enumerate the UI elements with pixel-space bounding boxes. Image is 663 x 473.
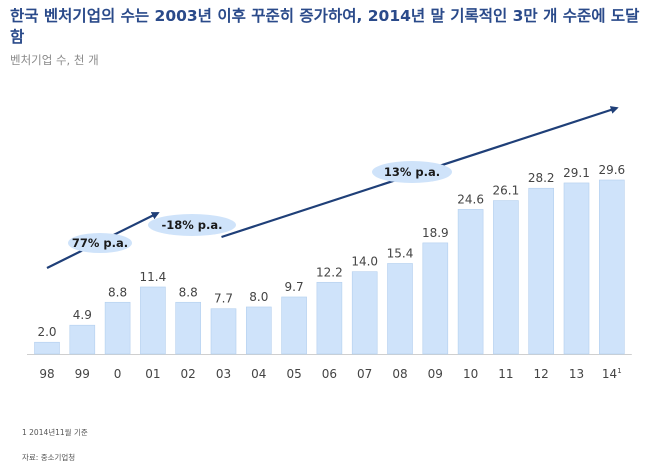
x-tick-02: 02 xyxy=(181,367,196,381)
x-tick-08: 08 xyxy=(392,367,407,381)
data-label-10: 24.6 xyxy=(457,192,484,206)
data-label-98: 2.0 xyxy=(37,325,56,339)
x-tick-0: 0 xyxy=(114,367,122,381)
bar-98 xyxy=(34,341,60,355)
bar-08 xyxy=(387,263,413,355)
x-tick-04: 04 xyxy=(251,367,266,381)
x-tick-01: 01 xyxy=(145,367,160,381)
bar-04 xyxy=(246,306,272,355)
bar-03 xyxy=(210,308,237,355)
data-label-05: 9.7 xyxy=(285,280,304,294)
data-label-13: 29.1 xyxy=(563,166,590,180)
growth-badge-3 xyxy=(372,161,452,183)
bar-09 xyxy=(422,242,449,355)
bar-02 xyxy=(175,301,201,355)
chart-title: 한국 벤처기업의 수는 2003년 이후 꾸준히 증가하여, 2014년 말 기… xyxy=(10,7,640,46)
growth-rate-label-1: 77% p.a. xyxy=(72,236,128,250)
data-label-09: 18.9 xyxy=(422,226,449,240)
x-tick-99: 99 xyxy=(75,367,90,381)
bar-99 xyxy=(69,324,96,355)
bar-06 xyxy=(316,281,343,355)
bar-11 xyxy=(493,200,519,355)
data-label-03: 7.7 xyxy=(214,292,233,306)
x-tick-superscript: 1 xyxy=(617,367,621,375)
x-tick-07: 07 xyxy=(357,367,372,381)
bar-07 xyxy=(351,271,378,355)
bar-10 xyxy=(457,209,484,355)
bar-05 xyxy=(281,296,307,355)
x-tick-03: 03 xyxy=(216,367,231,381)
x-tick-14: 141 xyxy=(602,367,622,381)
growth-badge-2 xyxy=(148,214,236,236)
data-label-01: 11.4 xyxy=(140,270,167,284)
x-tick-12: 12 xyxy=(534,367,549,381)
chart-subtitle: 벤처기업 수, 천 개 xyxy=(10,53,99,67)
data-label-14: 29.6 xyxy=(598,163,625,177)
x-tick-09: 09 xyxy=(428,367,443,381)
x-tick-11: 11 xyxy=(498,367,513,381)
bar-0 xyxy=(104,301,131,355)
bar-01 xyxy=(140,286,166,355)
growth-badge-1 xyxy=(68,233,132,253)
data-label-07: 14.0 xyxy=(351,255,378,269)
x-tick-13: 13 xyxy=(569,367,584,381)
footnote: 1 2014년11월 기준 xyxy=(22,428,88,437)
data-label-04: 8.0 xyxy=(249,290,268,304)
bar-13 xyxy=(563,182,590,355)
data-label-99: 4.9 xyxy=(73,308,92,322)
data-label-0: 8.8 xyxy=(108,285,127,299)
x-tick-10: 10 xyxy=(463,367,478,381)
growth-rate-label-2: -18% p.a. xyxy=(161,218,222,232)
bar-14 xyxy=(598,179,625,355)
source-note: 자료: 중소기업청 xyxy=(22,453,76,462)
data-label-08: 15.4 xyxy=(387,246,414,260)
data-label-06: 12.2 xyxy=(316,265,343,279)
data-label-12: 28.2 xyxy=(528,171,555,185)
x-tick-05: 05 xyxy=(286,367,301,381)
x-tick-98: 98 xyxy=(39,367,54,381)
bar-12 xyxy=(528,187,555,355)
data-label-11: 26.1 xyxy=(493,184,520,198)
growth-rate-label-3: 13% p.a. xyxy=(384,165,440,179)
data-label-02: 8.8 xyxy=(179,285,198,299)
x-tick-06: 06 xyxy=(322,367,337,381)
